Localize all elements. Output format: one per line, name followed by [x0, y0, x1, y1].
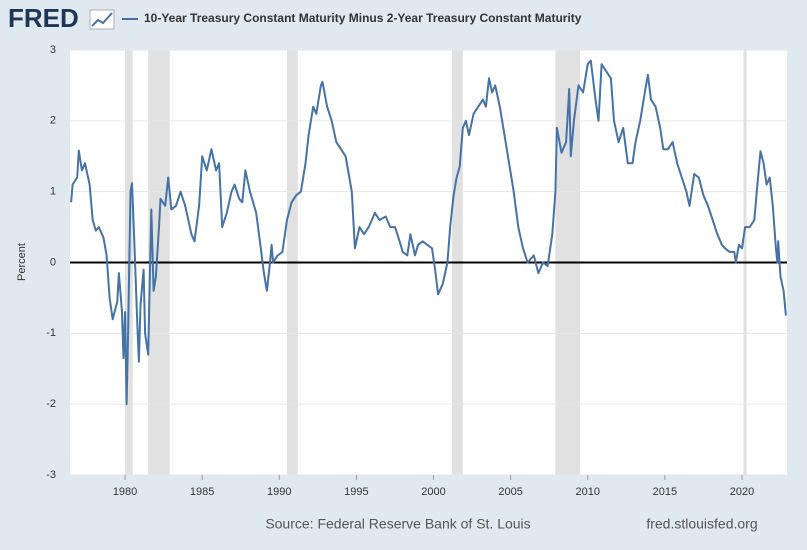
x-tick-label: 2000 — [421, 486, 445, 498]
y-tick-label: -1 — [46, 327, 56, 339]
y-tick-label: 0 — [50, 256, 56, 268]
x-tick-label: 1995 — [344, 486, 368, 498]
x-tick-label: 1980 — [113, 486, 137, 498]
y-tick-label: 1 — [50, 186, 56, 198]
y-tick-label: 3 — [50, 44, 56, 56]
source: Source: Federal Reserve Bank of St. Loui… — [265, 516, 530, 532]
y-axis-label: Percent — [16, 243, 28, 281]
logo: FRED — [8, 3, 79, 33]
series-line — [70, 59, 787, 406]
x-tick-label: 2005 — [498, 486, 522, 498]
logo-icon — [89, 9, 115, 30]
x-tick-label: 2020 — [730, 486, 754, 498]
x-tick-label: 1985 — [190, 486, 214, 498]
x-tick-label: 2010 — [575, 486, 599, 498]
legend-label: 10-Year Treasury Constant Maturity Minus… — [144, 11, 582, 25]
x-tick-label: 1990 — [267, 486, 291, 498]
y-tick-label: 2 — [50, 115, 56, 127]
x-tick-label: 2015 — [653, 486, 677, 498]
y-tick-label: -2 — [46, 398, 56, 410]
site: fred.stlouisfed.org — [646, 516, 757, 532]
y-tick-label: -3 — [46, 469, 56, 481]
